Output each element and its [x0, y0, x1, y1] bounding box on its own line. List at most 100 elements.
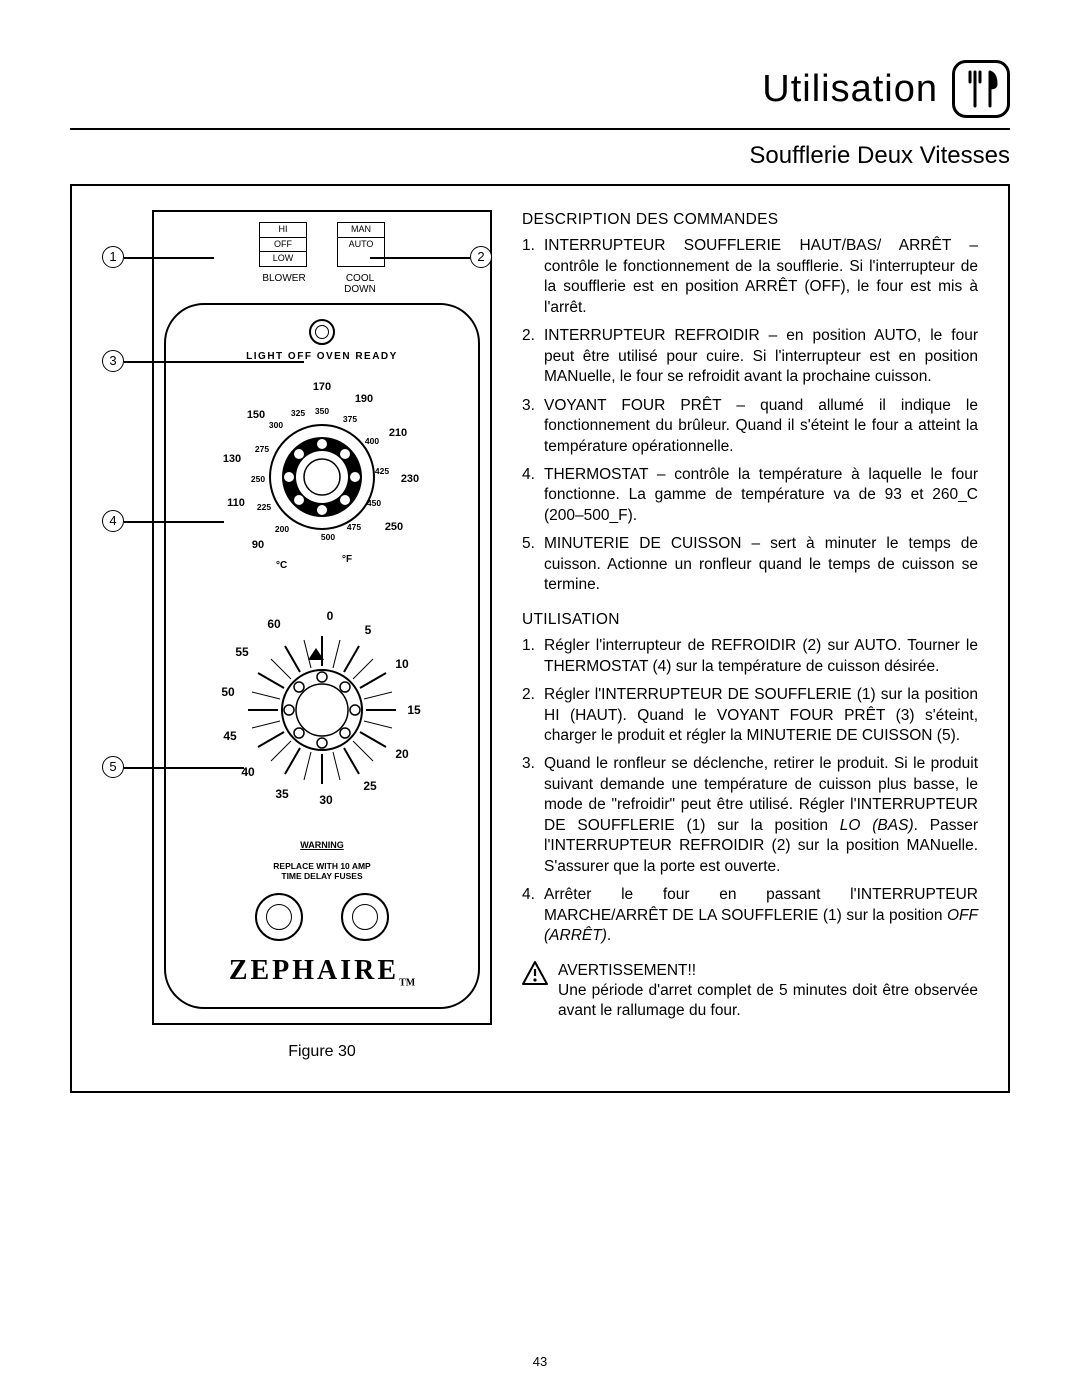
switch-labels: BLOWER COOL DOWN	[164, 273, 480, 295]
desc-item: MINUTERIE DE CUISSON – sert à minuter le…	[522, 534, 978, 595]
blower-label: BLOWER	[258, 273, 310, 295]
svg-text:200: 200	[275, 524, 289, 534]
svg-text:210: 210	[389, 427, 407, 439]
figure-caption: Figure 30	[152, 1043, 492, 1061]
svg-text:475: 475	[347, 522, 361, 532]
header-rule	[70, 128, 1010, 130]
switch-pos: OFF	[260, 238, 306, 253]
svg-text:45: 45	[223, 729, 237, 743]
desc-item: INTERRUPTEUR REFROIDIR – en position AUT…	[522, 326, 978, 387]
panel-inner: LIGHT OFF OVEN READY	[164, 303, 480, 1009]
avertissement-block: AVERTISSEMENT!! Une période d'arret comp…	[522, 961, 978, 1022]
svg-text:425: 425	[375, 466, 389, 476]
page-number: 43	[0, 1354, 1080, 1369]
util-item: Régler l'INTERRUPTEUR DE SOUFFLERIE (1) …	[522, 685, 978, 746]
svg-text:°C: °C	[276, 560, 287, 571]
callout-1: 1	[102, 246, 124, 268]
switch-pos: AUTO	[338, 238, 384, 252]
callout-line	[124, 361, 304, 363]
svg-text:110: 110	[227, 497, 245, 509]
svg-text:30: 30	[319, 793, 333, 807]
switch-pos: MAN	[338, 223, 384, 238]
svg-text:190: 190	[355, 393, 373, 405]
svg-text:55: 55	[235, 645, 249, 659]
svg-text:25: 25	[363, 779, 377, 793]
page-title: Utilisation	[762, 68, 938, 111]
switch-pos: HI	[260, 223, 306, 238]
svg-text:60: 60	[267, 617, 281, 631]
warning-triangle-icon	[522, 961, 548, 985]
svg-text:500: 500	[321, 532, 335, 542]
warning-body: REPLACE WITH 10 AMP TIME DELAY FUSES	[176, 861, 468, 881]
fuse-row	[176, 893, 468, 941]
figure-column: 1 2 3 4 5 HI OFF LOW MAN AUTO	[102, 210, 492, 1061]
description-heading: DESCRIPTION DES COMMANDES	[522, 210, 978, 230]
util-item: Arrêter le four en passant l'INTERRUPTEU…	[522, 885, 978, 946]
cooldown-switch: MAN AUTO	[337, 222, 385, 267]
brand-tm: TM	[399, 978, 415, 989]
callout-5: 5	[102, 756, 124, 778]
svg-text:0: 0	[327, 609, 334, 623]
blower-switch: HI OFF LOW	[259, 222, 307, 267]
text-column: DESCRIPTION DES COMMANDES INTERRUPTEUR S…	[522, 210, 978, 1061]
switch-row: HI OFF LOW MAN AUTO	[164, 222, 480, 267]
svg-text:325: 325	[291, 408, 305, 418]
svg-text:250: 250	[385, 521, 403, 533]
svg-text:°F: °F	[342, 554, 352, 565]
callout-line	[124, 257, 214, 259]
page-subtitle: Soufflerie Deux Vitesses	[70, 142, 1010, 170]
utilisation-heading: UTILISATION	[522, 610, 978, 630]
util-item-text: Quand le ronfleur se déclenche, retirer …	[544, 755, 978, 874]
svg-text:400: 400	[365, 436, 379, 446]
panel-outer: HI OFF LOW MAN AUTO BLOWER COOL DOWN LIG…	[152, 210, 492, 1025]
fuse-warning: WARNING REPLACE WITH 10 AMP TIME DELAY F…	[176, 840, 468, 881]
svg-text:130: 130	[223, 453, 241, 465]
svg-text:90: 90	[252, 539, 264, 551]
util-item-text: Arrêter le four en passant l'INTERRUPTEU…	[544, 886, 978, 944]
callout-4: 4	[102, 510, 124, 532]
svg-text:225: 225	[257, 502, 271, 512]
utensils-icon	[952, 60, 1010, 118]
callout-3: 3	[102, 350, 124, 372]
svg-text:375: 375	[343, 414, 357, 424]
fuse-holder	[255, 893, 303, 941]
desc-item: VOYANT FOUR PRÊT – quand allumé il indiq…	[522, 396, 978, 457]
util-item: Quand le ronfleur se déclenche, retirer …	[522, 754, 978, 877]
svg-text:15: 15	[407, 703, 421, 717]
description-list: INTERRUPTEUR SOUFFLERIE HAUT/BAS/ ARRÊT …	[522, 236, 978, 595]
svg-text:20: 20	[395, 747, 409, 761]
svg-text:275: 275	[255, 444, 269, 454]
avert-heading: AVERTISSEMENT!!	[558, 961, 978, 981]
avertissement-text: AVERTISSEMENT!! Une période d'arret comp…	[558, 961, 978, 1022]
svg-text:35: 35	[275, 787, 289, 801]
timer-dial: 0 5 10 15 20 25 30 35 40 45 50	[212, 600, 432, 810]
util-item: Régler l'interrupteur de REFROIDIR (2) s…	[522, 636, 978, 677]
callout-line	[124, 521, 224, 523]
thermostat-dial: 170 190 210 230 250 90 110 130 150	[212, 372, 432, 572]
svg-text:150: 150	[247, 409, 265, 421]
content-frame: 1 2 3 4 5 HI OFF LOW MAN AUTO	[70, 184, 1010, 1093]
svg-text:300: 300	[269, 420, 283, 430]
page-header: Utilisation	[70, 60, 1010, 118]
brand-text: ZEPHAIRE	[229, 955, 399, 986]
callout-2: 2	[470, 246, 492, 268]
warning-title: WARNING	[176, 840, 468, 851]
svg-text:250: 250	[251, 474, 265, 484]
switch-pos: LOW	[260, 252, 306, 266]
desc-item: THERMOSTAT – contrôle la température à l…	[522, 465, 978, 526]
fuse-holder	[341, 893, 389, 941]
utilisation-list: Régler l'interrupteur de REFROIDIR (2) s…	[522, 636, 978, 946]
svg-text:230: 230	[401, 473, 419, 485]
svg-text:450: 450	[367, 498, 381, 508]
svg-text:5: 5	[365, 623, 372, 637]
cooldown-label: COOL DOWN	[334, 273, 386, 295]
svg-text:50: 50	[221, 685, 235, 699]
desc-item: INTERRUPTEUR SOUFFLERIE HAUT/BAS/ ARRÊT …	[522, 236, 978, 318]
svg-text:350: 350	[315, 406, 329, 416]
svg-text:10: 10	[395, 657, 409, 671]
control-panel-figure: 1 2 3 4 5 HI OFF LOW MAN AUTO	[102, 210, 492, 1025]
avert-body: Une période d'arret complet de 5 minutes…	[558, 981, 978, 1022]
svg-text:40: 40	[241, 765, 255, 779]
oven-ready-light	[309, 319, 335, 345]
brand-logo: ZEPHAIRETM	[176, 955, 468, 989]
